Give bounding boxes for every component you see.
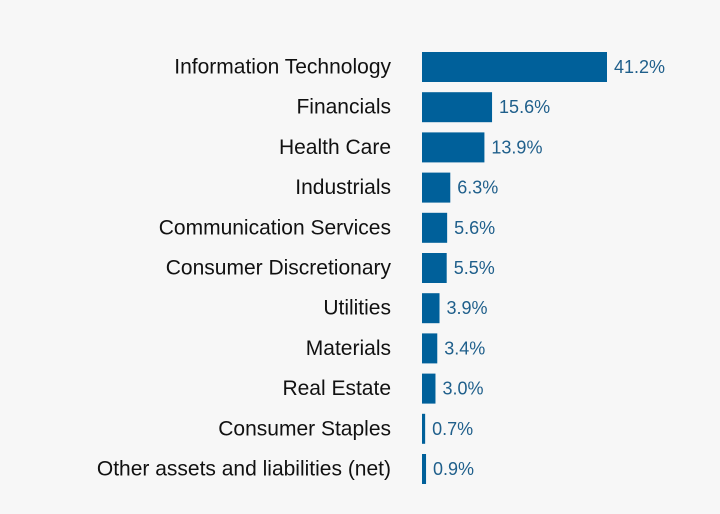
bar-real-estate: [422, 373, 436, 404]
category-label-consumer-staples: Consumer Staples: [218, 417, 391, 440]
bar-consumer-discretionary: [422, 253, 447, 283]
value-label-other-assets-and-liabilities-net: 0.9%: [433, 459, 474, 479]
category-labels-group: Information Technology Financials Health C…: [97, 56, 392, 481]
category-label-other-assets-and-liabilities-net: Other assets and liabilities (net): [97, 458, 391, 481]
value-label-communication-services: 5.6%: [454, 218, 495, 238]
bars-group: [422, 52, 607, 484]
value-label-utilities: 3.9%: [447, 298, 488, 318]
category-label-financials: Financials: [296, 96, 391, 119]
value-label-health-care: 13.9%: [491, 137, 542, 157]
category-label-industrials: Industrials: [295, 176, 391, 199]
category-label-communication-services: Communication Services: [159, 216, 391, 239]
bar-materials: [422, 333, 438, 364]
bar-health-care: [422, 132, 485, 163]
value-label-financials: 15.6%: [499, 97, 550, 117]
category-label-real-estate: Real Estate: [282, 377, 391, 400]
category-label-materials: Materials: [306, 337, 391, 360]
category-label-information-technology: Information Technology: [174, 56, 391, 79]
value-label-consumer-discretionary: 5.5%: [454, 258, 495, 278]
value-label-materials: 3.4%: [444, 338, 485, 358]
category-label-consumer-discretionary: Consumer Discretionary: [166, 257, 392, 280]
bar-consumer-staples: [422, 413, 426, 444]
bar-communication-services: [422, 212, 448, 243]
value-label-information-technology: 41.2%: [614, 57, 665, 77]
value-label-consumer-staples: 0.7%: [432, 419, 473, 439]
bar-utilities: [422, 293, 440, 324]
bar-information-technology: [422, 52, 607, 82]
bar-industrials: [422, 172, 451, 203]
value-label-real-estate: 3.0%: [442, 379, 483, 399]
category-label-utilities: Utilities: [323, 297, 391, 320]
value-labels-group: 41.2% 15.6% 13.9% 6.3% 5.6% 5.5% 3.9% 3.4% 3.0% 0…: [432, 57, 665, 479]
category-label-health-care: Health Care: [279, 136, 391, 159]
bar-financials: [422, 92, 493, 123]
value-label-industrials: 6.3%: [457, 178, 498, 198]
bar-other-assets-and-liabilities-net: [422, 454, 427, 484]
